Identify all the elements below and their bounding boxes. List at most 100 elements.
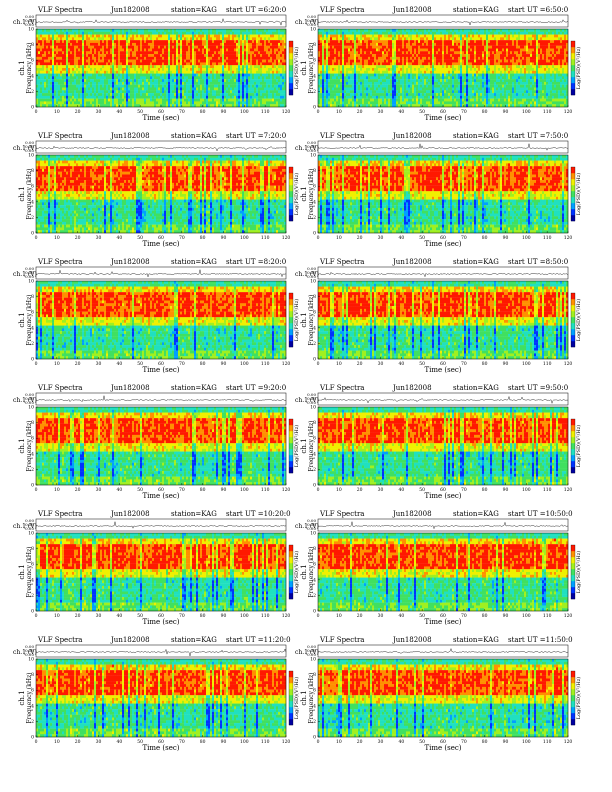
y-tick-label: 8 (31, 168, 34, 174)
panel-start-time: start UT =6:50:0 (508, 6, 568, 14)
channel-label: ch.1 (18, 438, 26, 453)
y-axis-label: Frequency (kHz) (26, 294, 33, 345)
waveform-axis-label: ch.1 (V) (13, 523, 37, 530)
x-tick-label: 50 (419, 109, 425, 115)
colorbar-frame (288, 166, 294, 222)
x-tick-label: 70 (461, 109, 467, 115)
x-tick-label: 120 (564, 361, 573, 367)
colorbar-label: Log(PSD)(V²/Hz) (575, 425, 582, 467)
y-tick-label: 6 (31, 310, 34, 316)
x-tick-label: 60 (440, 109, 446, 115)
spectrogram-panel: VLF Spectra Jun182008 station=KAG start UT … (295, 636, 582, 752)
panel-start-time: start UT =6:20:0 (226, 6, 286, 14)
y-tick-label: 0 (313, 483, 316, 489)
y-tick-label: 6 (313, 688, 316, 694)
waveform-tick-label: -0.50 (306, 148, 317, 153)
waveform-tick-label: 0.00 (307, 266, 316, 271)
x-tick-label: 90 (221, 361, 227, 367)
y-axis-label: Frequency (kHz) (26, 672, 33, 723)
colorbar (570, 670, 576, 726)
colorbar (288, 670, 294, 726)
x-axis-label: Time (sec) (142, 114, 179, 122)
waveform-trace (317, 647, 569, 654)
y-tick-label: 8 (31, 294, 34, 300)
x-tick-label: 110 (543, 487, 552, 493)
waveform-tick-label: 0.50 (25, 396, 34, 401)
panel-title: VLF Spectra (37, 258, 82, 266)
y-tick-label: 10 (28, 279, 34, 285)
waveform-trace (35, 269, 287, 278)
x-tick-label: 100 (522, 361, 531, 367)
y-tick-label: 10 (28, 657, 34, 663)
y-tick-label: 2 (31, 89, 34, 95)
y-tick-label: 4 (313, 577, 316, 583)
colorbar-frame (288, 292, 294, 348)
x-tick-label: 0 (317, 235, 320, 241)
x-tick-label: 30 (96, 739, 102, 745)
colorbar (288, 418, 294, 474)
waveform-tick-label: 0.50 (307, 270, 316, 275)
x-tick-label: 0 (35, 109, 38, 115)
x-tick-label: 50 (419, 487, 425, 493)
y-axis-label: Frequency (kHz) (26, 420, 33, 471)
spectrogram-panel: VLF Spectra Jun182008 station=KAG start UT … (295, 258, 582, 374)
y-tick-label: 0 (313, 105, 316, 111)
x-tick-label: 120 (282, 613, 291, 619)
x-tick-label: 90 (221, 235, 227, 241)
y-axis-label: Frequency (kHz) (308, 420, 315, 471)
x-tick-label: 20 (357, 109, 363, 115)
x-tick-label: 80 (482, 739, 488, 745)
x-tick-label: 110 (261, 487, 270, 493)
waveform-tick-label: 0.00 (307, 392, 316, 397)
spectrogram-panel: VLF Spectra Jun182008 station=KAG start UT … (13, 6, 300, 122)
x-tick-label: 90 (503, 361, 509, 367)
x-tick-label: 110 (261, 739, 270, 745)
panel-title: VLF Spectra (319, 6, 364, 14)
x-tick-label: 120 (564, 613, 573, 619)
x-tick-label: 120 (282, 739, 291, 745)
panel-title: VLF Spectra (37, 636, 82, 644)
panel-station: station=KAG (171, 510, 217, 518)
y-tick-label: 0 (31, 357, 34, 363)
y-tick-label: 2 (313, 341, 316, 347)
waveform-axis-label: ch.1 (V) (13, 271, 37, 278)
waveform-tick-label: 0.50 (25, 18, 34, 23)
waveform-trace (35, 648, 287, 657)
waveform-trace (35, 395, 286, 403)
y-tick-label: 6 (313, 184, 316, 190)
channel-label: ch.1 (300, 690, 308, 705)
x-tick-label: 70 (179, 487, 185, 493)
spectrogram-heatmap (318, 281, 569, 360)
x-tick-label: 20 (357, 361, 363, 367)
x-tick-label: 40 (116, 235, 122, 241)
y-tick-label: 8 (31, 546, 34, 552)
y-tick-label: 10 (28, 153, 34, 159)
y-tick-label: 8 (313, 546, 316, 552)
x-tick-label: 120 (564, 109, 573, 115)
x-tick-label: 80 (200, 235, 206, 241)
x-tick-label: 70 (461, 361, 467, 367)
panel-station: station=KAG (171, 132, 217, 140)
x-tick-label: 10 (54, 739, 60, 745)
y-tick-label: 4 (313, 325, 316, 331)
x-tick-label: 100 (240, 487, 249, 493)
x-tick-label: 90 (221, 487, 227, 493)
y-axis-label: Frequency (kHz) (26, 546, 33, 597)
panel-date: Jun182008 (392, 258, 432, 266)
y-tick-label: 0 (313, 357, 316, 363)
waveform-tick-label: 0.00 (25, 266, 34, 271)
waveform-tick-label: 0.50 (307, 18, 316, 23)
waveform-tick-label: 0.00 (307, 518, 316, 523)
colorbar (570, 544, 576, 600)
x-tick-label: 30 (378, 109, 384, 115)
y-tick-label: 2 (31, 341, 34, 347)
panel-title: VLF Spectra (319, 510, 364, 518)
y-tick-label: 8 (313, 42, 316, 48)
y-tick-label: 0 (31, 105, 34, 111)
spectrogram-heatmap (318, 29, 569, 108)
spectrogram-heatmap (318, 659, 569, 738)
x-tick-label: 60 (158, 109, 164, 115)
x-tick-label: 30 (96, 361, 102, 367)
x-tick-label: 40 (116, 109, 122, 115)
